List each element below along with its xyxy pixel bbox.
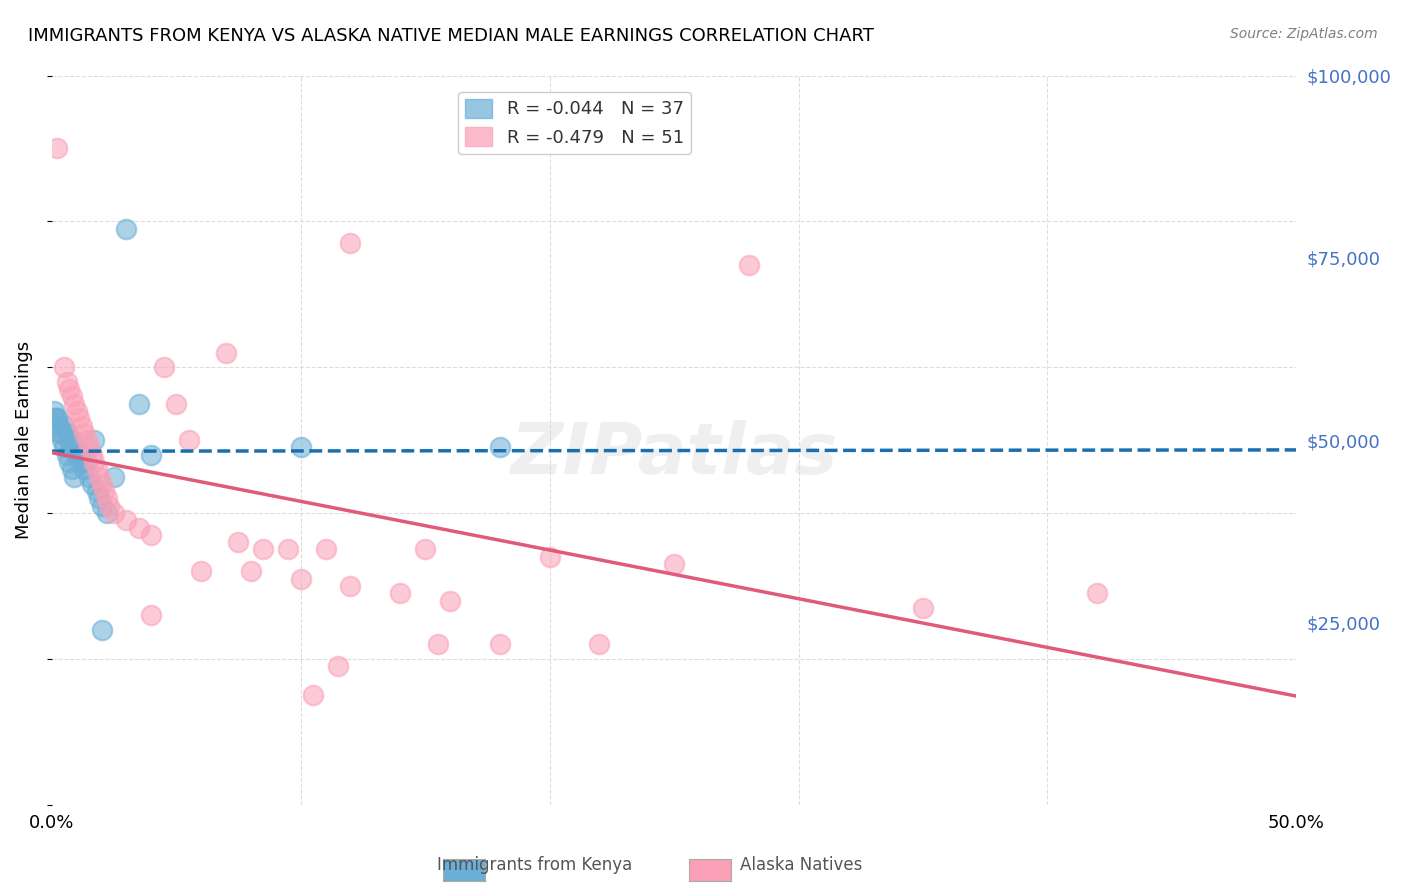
Point xyxy=(277,542,299,557)
Point xyxy=(63,469,86,483)
Point xyxy=(115,221,138,235)
Point xyxy=(45,141,67,155)
Point xyxy=(128,520,150,534)
Point xyxy=(252,542,274,557)
Point xyxy=(239,565,262,579)
Point xyxy=(44,404,66,418)
Point xyxy=(326,659,349,673)
Point xyxy=(45,411,67,425)
Point xyxy=(290,441,312,455)
Point xyxy=(152,360,174,375)
Point xyxy=(911,600,934,615)
Point xyxy=(70,418,93,433)
Point xyxy=(73,462,96,476)
Point xyxy=(141,448,163,462)
Point xyxy=(83,455,105,469)
Point xyxy=(115,513,138,527)
Point xyxy=(80,448,103,462)
Point xyxy=(738,258,761,272)
Point xyxy=(53,360,76,375)
Point xyxy=(128,397,150,411)
Point xyxy=(177,433,200,447)
Point xyxy=(48,418,70,433)
Point xyxy=(315,542,337,557)
Point xyxy=(48,425,70,440)
Point xyxy=(77,469,100,483)
Point xyxy=(73,425,96,440)
Point xyxy=(93,484,115,499)
Point xyxy=(53,441,76,455)
Point xyxy=(63,441,86,455)
Point xyxy=(44,411,66,425)
Point xyxy=(389,586,412,600)
Point xyxy=(60,433,83,447)
Point xyxy=(439,593,461,607)
Point xyxy=(66,404,89,418)
Point xyxy=(66,448,89,462)
Point xyxy=(63,397,86,411)
Point xyxy=(55,448,77,462)
Point xyxy=(141,608,163,623)
Point xyxy=(103,506,125,520)
Point xyxy=(488,637,510,651)
Point xyxy=(67,411,90,425)
Point xyxy=(538,549,561,564)
Point xyxy=(165,397,187,411)
Point xyxy=(67,448,90,462)
Point xyxy=(426,637,449,651)
Point xyxy=(90,623,112,637)
Point xyxy=(87,491,110,506)
Point xyxy=(83,433,105,447)
Point xyxy=(51,433,73,447)
Point xyxy=(488,441,510,455)
Point xyxy=(86,462,108,476)
Point xyxy=(80,476,103,491)
Point xyxy=(96,491,118,506)
Legend: R = -0.044   N = 37, R = -0.479   N = 51: R = -0.044 N = 37, R = -0.479 N = 51 xyxy=(458,92,692,154)
Text: ZIPatlas: ZIPatlas xyxy=(510,420,838,489)
Point xyxy=(55,425,77,440)
Point xyxy=(215,345,238,359)
Point xyxy=(228,535,250,549)
Point xyxy=(70,455,93,469)
Point xyxy=(96,506,118,520)
Text: Immigrants from Kenya: Immigrants from Kenya xyxy=(437,856,631,874)
Point xyxy=(55,375,77,389)
Point xyxy=(103,469,125,483)
Point xyxy=(45,411,67,425)
Point xyxy=(87,469,110,483)
Point xyxy=(339,579,361,593)
Point xyxy=(302,688,325,702)
Point xyxy=(58,433,80,447)
Point xyxy=(77,441,100,455)
Text: IMMIGRANTS FROM KENYA VS ALASKA NATIVE MEDIAN MALE EARNINGS CORRELATION CHART: IMMIGRANTS FROM KENYA VS ALASKA NATIVE M… xyxy=(28,27,875,45)
Point xyxy=(58,455,80,469)
Point xyxy=(53,418,76,433)
Point xyxy=(76,455,98,469)
Point xyxy=(58,382,80,396)
Point xyxy=(86,484,108,499)
Point xyxy=(60,389,83,403)
Point xyxy=(1085,586,1108,600)
Point xyxy=(290,572,312,586)
Point xyxy=(588,637,610,651)
Point xyxy=(413,542,436,557)
Point xyxy=(190,565,212,579)
Point xyxy=(662,557,685,571)
Text: Alaska Natives: Alaska Natives xyxy=(740,856,863,874)
Text: Source: ZipAtlas.com: Source: ZipAtlas.com xyxy=(1230,27,1378,41)
Point xyxy=(51,425,73,440)
Point xyxy=(60,462,83,476)
Point xyxy=(339,236,361,251)
Point xyxy=(90,476,112,491)
Point xyxy=(141,528,163,542)
Point xyxy=(90,499,112,513)
Y-axis label: Median Male Earnings: Median Male Earnings xyxy=(15,341,32,539)
Point xyxy=(76,433,98,447)
Point xyxy=(98,499,121,513)
